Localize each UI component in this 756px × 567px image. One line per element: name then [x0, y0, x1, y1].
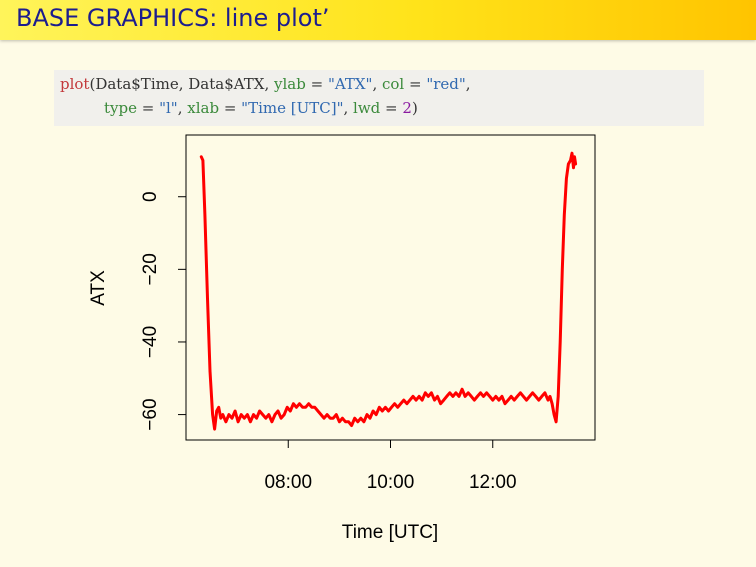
y-axis-label: ATX	[88, 270, 109, 306]
code-sep: ,	[264, 75, 274, 93]
code-sep: ,	[178, 75, 189, 93]
code-eq: =	[380, 99, 403, 117]
code-eq: =	[404, 75, 427, 93]
code-ylab-val: "ATX"	[327, 75, 373, 93]
code-sep: ,	[343, 99, 354, 117]
code-type-key: type	[104, 99, 137, 117]
code-x-arg: Data$Time	[95, 75, 179, 93]
code-type-val: "l"	[159, 99, 178, 117]
atx-series-line	[199, 151, 578, 431]
code-line-2: type = "l", xlab = "Time [UTC]", lwd = 2…	[104, 99, 418, 117]
code-sep: ,	[372, 75, 382, 93]
code-fn: plot	[60, 75, 90, 93]
code-col-key: col	[381, 75, 405, 93]
code-lwd-val: 2	[402, 99, 412, 117]
code-y-arg: Data$ATX	[188, 75, 265, 93]
code-open-paren: (	[89, 75, 96, 93]
code-line-1: plot(Data$Time, Data$ATX, ylab = "ATX", …	[60, 75, 471, 93]
code-sep: ,	[177, 99, 188, 117]
x-axis-label: Time [UTC]	[342, 522, 438, 543]
code-xlab-key: xlab	[187, 99, 220, 117]
y-tick-label: −60	[140, 398, 161, 430]
y-tick-label: −40	[140, 326, 161, 358]
code-sep: ,	[465, 75, 471, 93]
code-lwd-key: lwd	[353, 99, 381, 117]
y-axis: 0 −20 −40 −60	[140, 191, 186, 431]
code-col-val: "red"	[426, 75, 466, 93]
slide-title: BASE GRAPHICS: line plot’	[16, 4, 330, 32]
x-tick-label: 10:00	[367, 472, 415, 493]
code-eq: =	[305, 75, 328, 93]
x-axis: 08:00 10:00 12:00	[264, 440, 517, 493]
slide-title-bar: BASE GRAPHICS: line plot’	[0, 0, 756, 40]
y-tick-label: −20	[140, 253, 161, 285]
code-close-paren: )	[411, 99, 418, 117]
code-ylab-key: ylab	[274, 75, 306, 93]
code-eq: =	[219, 99, 242, 117]
code-eq: =	[136, 99, 160, 117]
x-tick-label: 12:00	[469, 472, 517, 493]
code-xlab-val: "Time [UTC]"	[241, 99, 344, 117]
code-block: plot(Data$Time, Data$ATX, ylab = "ATX", …	[54, 70, 704, 126]
y-tick-label: 0	[140, 191, 161, 202]
x-tick-label: 08:00	[264, 472, 312, 493]
